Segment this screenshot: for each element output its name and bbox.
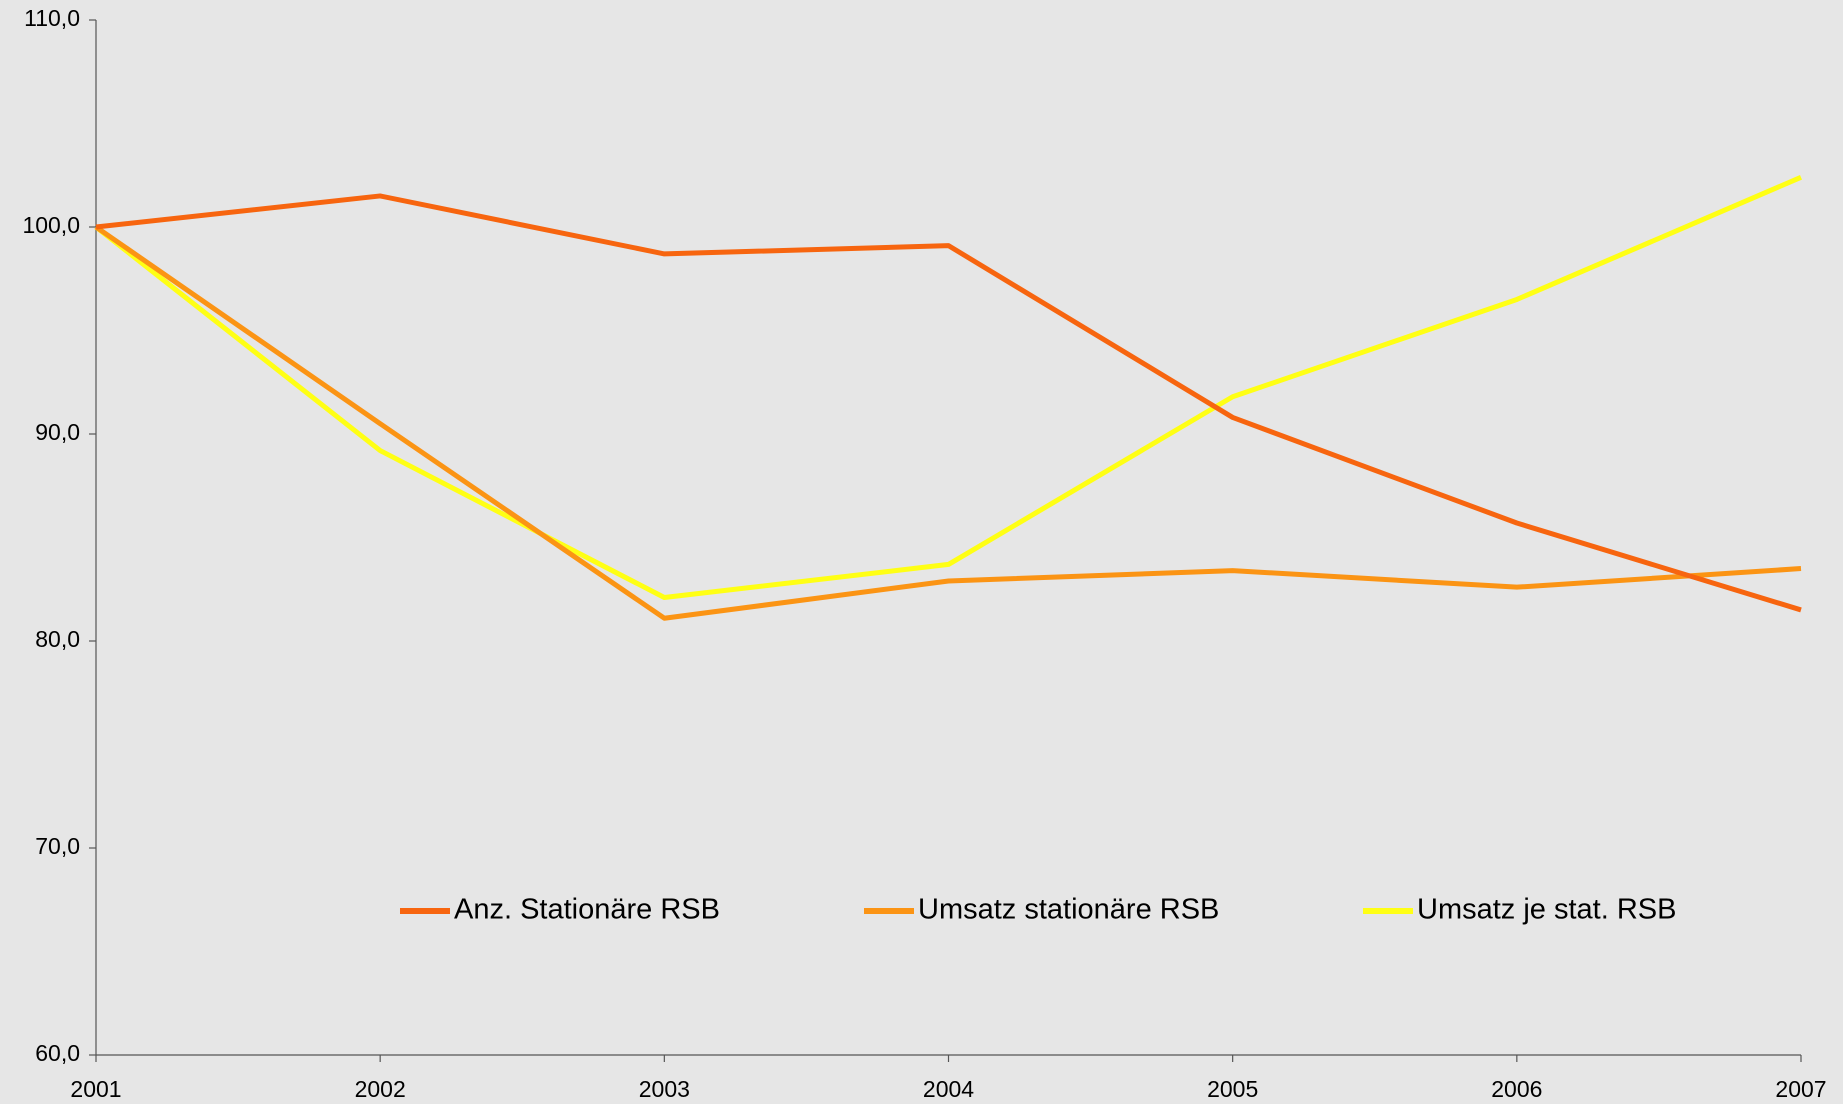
x-tick-label: 2005	[1207, 1076, 1258, 1102]
legend-label: Anz. Stationäre RSB	[454, 894, 720, 926]
y-tick-label: 110,0	[24, 5, 80, 31]
series-line	[94, 175, 1802, 601]
x-tick-label: 2002	[355, 1076, 406, 1102]
y-tick-label: 80,0	[35, 626, 80, 652]
x-tick-label: 2003	[639, 1076, 690, 1102]
y-tick-label: 70,0	[35, 833, 80, 859]
y-tick-label: 100,0	[22, 212, 80, 238]
x-tick-label: 2006	[1491, 1076, 1542, 1102]
x-tick-label: 2001	[70, 1076, 121, 1102]
y-tick-label: 90,0	[35, 419, 80, 445]
series-line	[94, 224, 1802, 621]
x-tick-label: 2007	[1775, 1076, 1826, 1102]
legend-label: Umsatz je stat. RSB	[1417, 894, 1676, 926]
x-tick-label: 2004	[923, 1076, 974, 1102]
y-tick-label: 60,0	[35, 1040, 80, 1066]
series-line	[95, 193, 1802, 613]
legend-label: Umsatz stationäre RSB	[918, 894, 1219, 926]
